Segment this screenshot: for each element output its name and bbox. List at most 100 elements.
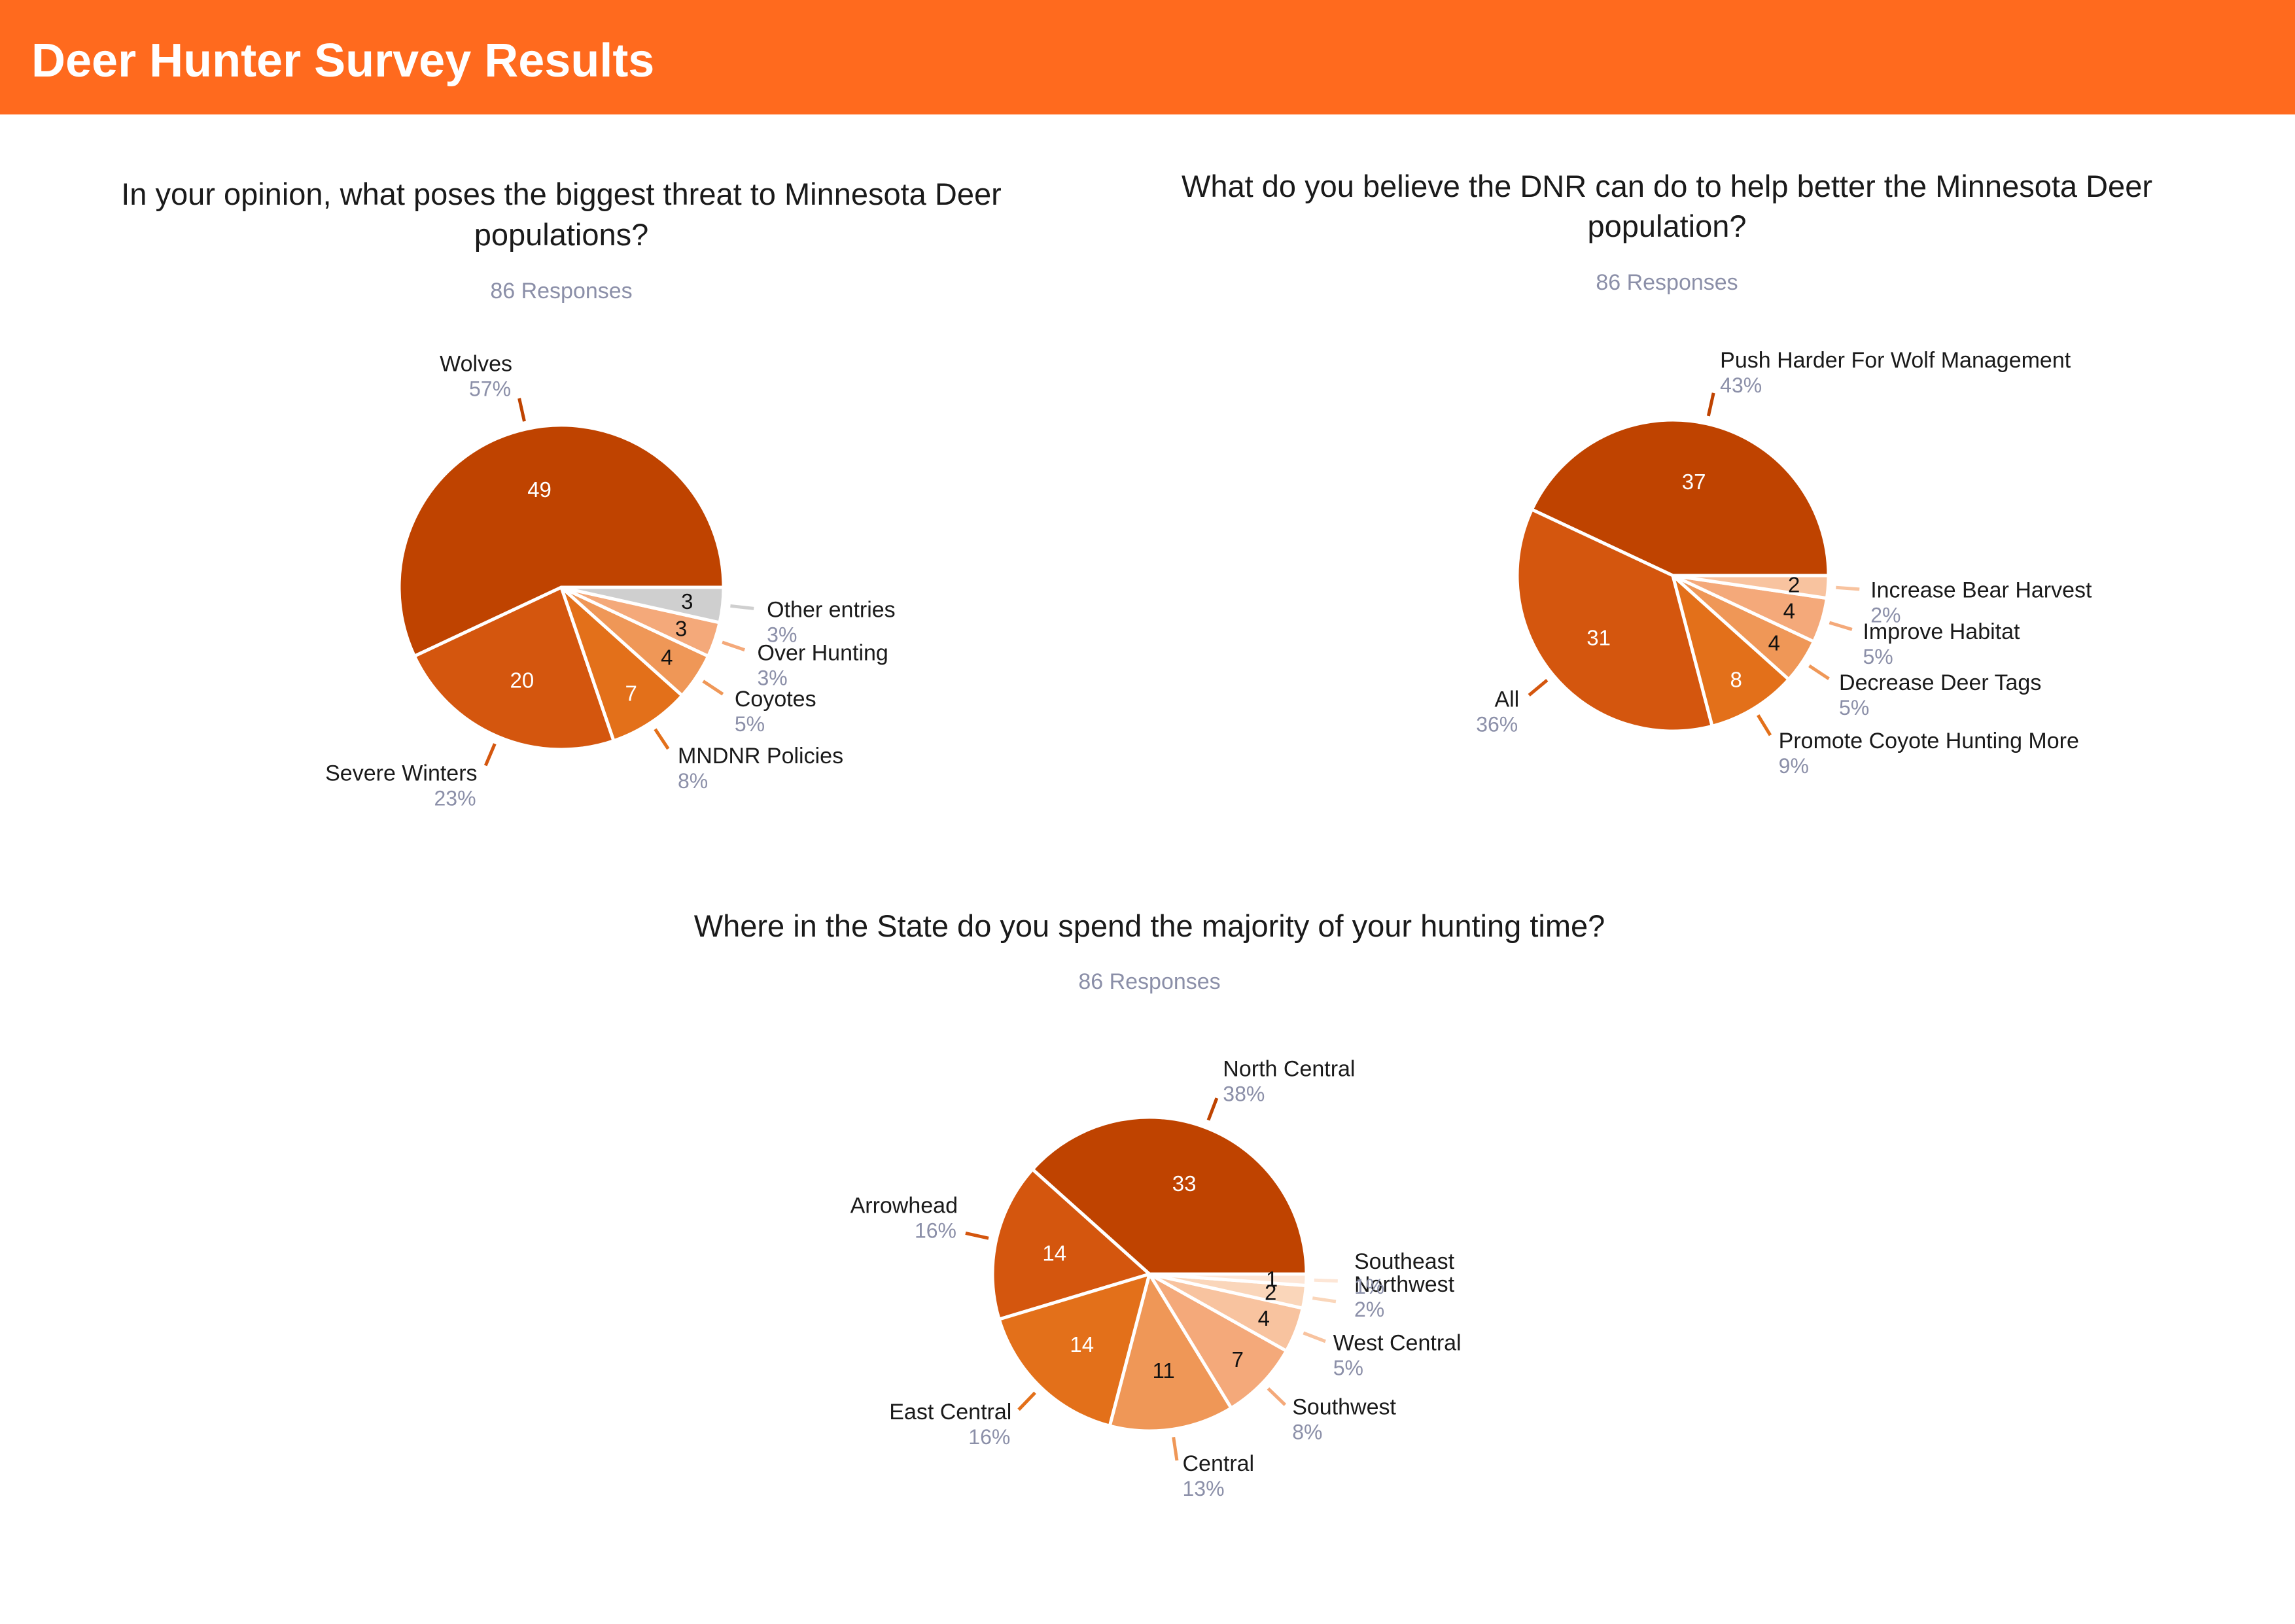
slice-name-label: Arrowhead [850,1194,958,1218]
leader-line [730,604,754,610]
leader-line [1303,1331,1326,1343]
slice-name-label: West Central [1333,1330,1462,1355]
slice-percent-label: 23% [434,786,476,810]
slice-value-label: 31 [1586,625,1611,649]
slice-value-label: 14 [1042,1241,1066,1266]
slice-percent-label: 5% [1333,1356,1363,1379]
pie-slice-mndnr-policies[interactable] [559,585,684,743]
leader-line [483,743,497,767]
slice-value-label: 2 [1788,573,1800,597]
slice-value-label: 33 [1172,1171,1197,1196]
slice-percent-label: 57% [469,377,511,400]
slice-percent-label: 8% [1292,1421,1322,1444]
slice-name-label: Promote Coyote Hunting More [1779,729,2079,753]
chart-title: populations? [474,217,649,252]
slice-name-label: Northwest [1354,1272,1455,1297]
slice-percent-label: 16% [968,1425,1010,1449]
leader-line [1808,664,1830,680]
slice-value-label: 4 [661,646,673,670]
pie-slice-severe-winters[interactable] [412,585,616,752]
slice-name-label: Central [1183,1451,1255,1476]
slice-name-label: North Central [1223,1056,1355,1081]
leader-line [1267,1387,1287,1406]
slice-value-label: 4 [1783,598,1795,623]
chart-subtitle: 86 Responses [1078,969,1220,994]
leader-line [1836,585,1860,591]
chart-title: population? [1587,209,1746,243]
page-title: Deer Hunter Survey Results [31,35,655,87]
pie-chart-2: What do you believe the DNR can do to he… [1182,169,2152,778]
chart-subtitle: 86 Responses [490,279,632,303]
leader-line [722,640,745,651]
slice-percent-label: 3% [758,666,788,689]
leader-line [1829,621,1853,631]
slice-name-label: Wolves [440,351,512,376]
slice-percent-label: 2% [1354,1298,1384,1321]
slice-percent-label: 5% [1839,696,1869,719]
slice-value-label: 11 [1153,1358,1175,1383]
chart-title: In your opinion, what poses the biggest … [121,177,1002,211]
slice-percent-label: 16% [915,1219,956,1243]
slice-value-label: 7 [1232,1347,1244,1372]
slice-value-label: 1 [1266,1267,1278,1291]
slice-name-label: East Central [889,1400,1011,1425]
leader-line [517,398,526,422]
slice-name-label: Southeast [1354,1249,1455,1274]
pie-slice-all[interactable] [1515,508,1714,733]
slice-percent-label: 5% [735,712,765,736]
slice-name-label: MNDNR Policies [678,744,843,769]
slice-percent-label: 1% [1354,1275,1384,1298]
header-bar: Deer Hunter Survey Results [0,0,2295,114]
slice-percent-label: 5% [1863,645,1893,668]
slice-name-label: Over Hunting [758,640,888,665]
pie-slice-east-central[interactable] [997,1272,1151,1428]
slice-percent-label: 9% [1779,754,1809,778]
slice-value-label: 8 [1730,667,1742,691]
slice-percent-label: 13% [1183,1477,1225,1500]
slice-value-label: 3 [675,616,687,640]
slice-value-label: 3 [681,589,693,613]
slice-name-label: Improve Habitat [1863,619,2020,644]
leader-line [654,728,670,750]
pie-slice-other-entries[interactable] [559,585,726,625]
pie-chart-3: Where in the State do you spend the majo… [694,908,1605,1500]
pie-slice-wolves[interactable] [397,423,726,658]
chart-subtitle: 86 Responses [1596,270,1738,295]
pie-slice-push-harder-for-wolf-management[interactable] [1530,418,1831,578]
chart-title: What do you believe the DNR can do to he… [1182,169,2152,203]
slice-percent-label: 38% [1223,1082,1265,1105]
pie-slice-arrowhead[interactable] [990,1167,1151,1321]
pie-slice-north-central[interactable] [1030,1115,1308,1276]
slice-value-label: 7 [625,681,637,705]
slice-value-label: 37 [1682,470,1706,494]
pie-slice-central[interactable] [1108,1272,1233,1433]
leader-line [1706,392,1715,417]
slice-percent-label: 2% [1870,604,1901,627]
slice-value-label: 14 [1070,1332,1094,1356]
slice-percent-label: 3% [767,623,797,647]
slice-percent-label: 43% [1720,373,1762,397]
slice-value-label: 4 [1768,631,1780,655]
slice-value-label: 2 [1265,1280,1276,1304]
slice-name-label: Push Harder For Wolf Management [1720,348,2071,373]
pie-slice-increase-bear-harvest[interactable] [1671,574,1831,600]
slice-value-label: 49 [527,477,552,502]
slice-name-label: All [1494,687,1519,712]
pie-slice-southwest[interactable] [1148,1272,1288,1410]
leader-line [1017,1391,1036,1411]
pie-slice-promote-coyote-hunting-more[interactable] [1671,574,1791,728]
leader-line [702,680,724,696]
leader-line [1172,1436,1179,1461]
leader-line [1314,1278,1338,1283]
slice-name-label: Decrease Deer Tags [1839,670,2041,695]
slice-value-label: 4 [1258,1306,1270,1330]
slice-percent-label: 8% [678,769,708,793]
leader-line [1528,678,1549,697]
slice-percent-label: 36% [1476,713,1518,736]
leader-line [965,1231,989,1240]
slice-name-label: Severe Winters [325,761,477,786]
chart-title: Where in the State do you spend the majo… [694,908,1605,943]
pie-slice-southeast[interactable] [1148,1272,1308,1288]
slice-name-label: Other entries [767,598,896,623]
